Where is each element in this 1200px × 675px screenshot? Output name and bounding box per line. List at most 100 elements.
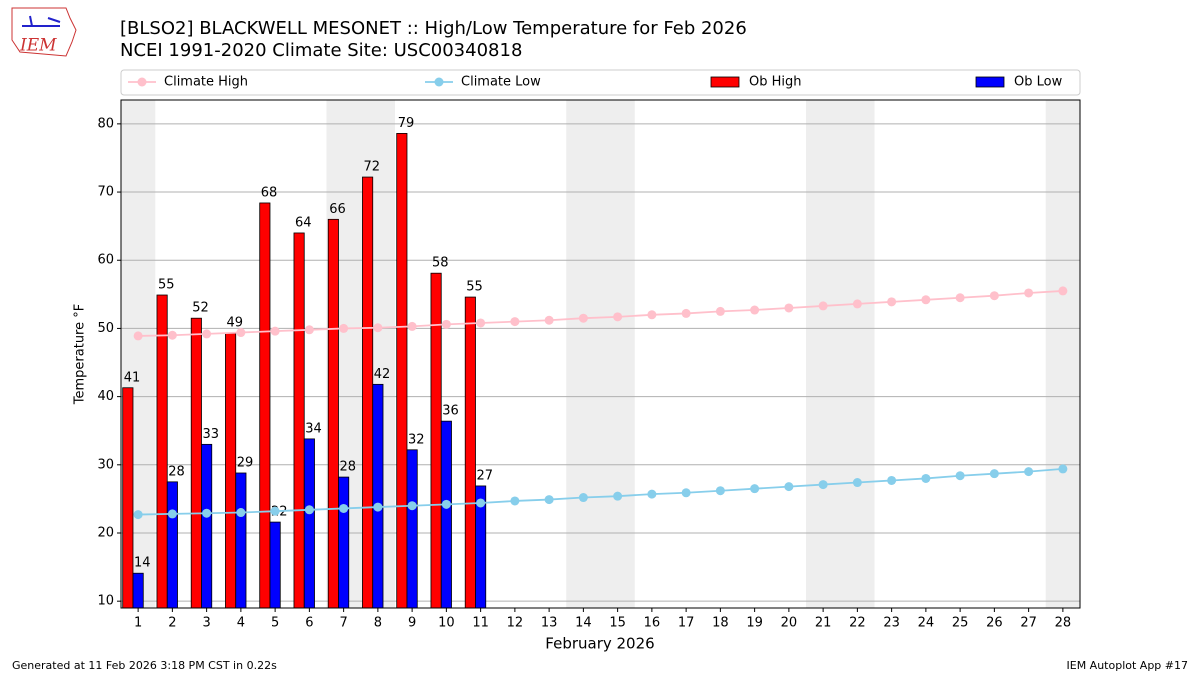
bar bbox=[440, 420, 452, 609]
x-tick-label: 3 bbox=[202, 616, 210, 631]
point bbox=[750, 305, 760, 315]
point bbox=[339, 503, 349, 513]
point bbox=[647, 310, 657, 320]
legend-marker bbox=[434, 77, 444, 87]
point bbox=[510, 496, 520, 506]
point bbox=[784, 303, 794, 313]
x-tick-label: 14 bbox=[575, 616, 592, 631]
bar bbox=[430, 272, 442, 609]
x-axis-label: February 2026 bbox=[545, 635, 654, 653]
data-label: 64 bbox=[295, 215, 312, 230]
point bbox=[544, 495, 554, 505]
point bbox=[887, 475, 897, 485]
bar bbox=[338, 476, 350, 609]
point bbox=[167, 509, 177, 519]
x-tick-label: 28 bbox=[1055, 616, 1072, 631]
y-tick-label: 80 bbox=[97, 116, 114, 131]
point bbox=[578, 493, 588, 503]
point bbox=[407, 321, 417, 331]
point bbox=[681, 488, 691, 498]
chart-title: [BLSO2] BLACKWELL MESONET :: High/Low Te… bbox=[120, 18, 747, 39]
point bbox=[167, 330, 177, 340]
data-label: 72 bbox=[363, 160, 380, 175]
point bbox=[510, 317, 520, 327]
point bbox=[921, 295, 931, 305]
logo-text: IEM bbox=[19, 36, 57, 56]
footer-left: Generated at 11 Feb 2026 3:18 PM CST in … bbox=[12, 659, 277, 672]
y-axis-label: Temperature °F bbox=[73, 304, 88, 405]
line bbox=[138, 467, 1063, 516]
weekend-band bbox=[1045, 100, 1080, 608]
bar bbox=[132, 572, 144, 609]
y-tick-label: 30 bbox=[97, 457, 114, 472]
x-tick-label: 4 bbox=[237, 616, 245, 631]
legend-label: Climate Low bbox=[461, 75, 541, 90]
data-label: 42 bbox=[374, 367, 391, 382]
point bbox=[441, 319, 451, 329]
footer-right: IEM Autoplot App #17 bbox=[1067, 659, 1189, 672]
x-tick-label: 9 bbox=[408, 616, 416, 631]
legend-marker bbox=[137, 77, 147, 87]
data-label: 33 bbox=[202, 427, 219, 442]
bar bbox=[201, 443, 213, 609]
x-tick-label: 21 bbox=[815, 616, 832, 631]
point bbox=[1058, 464, 1068, 474]
point bbox=[921, 473, 931, 483]
plot-area: 4155524968646672795855142833292234284232… bbox=[121, 100, 1080, 609]
bar bbox=[293, 232, 305, 609]
point bbox=[955, 293, 965, 303]
point bbox=[476, 318, 486, 328]
point bbox=[270, 506, 280, 516]
bar bbox=[225, 332, 237, 609]
chart-subtitle: NCEI 1991-2020 Climate Site: USC00340818 bbox=[120, 40, 522, 61]
point bbox=[373, 502, 383, 512]
x-tick-label: 8 bbox=[374, 616, 382, 631]
point bbox=[202, 329, 212, 339]
data-label: 29 bbox=[237, 455, 254, 470]
x-tick-label: 25 bbox=[952, 616, 969, 631]
y-tick-label: 40 bbox=[97, 389, 114, 404]
legend-label: Climate High bbox=[164, 75, 248, 90]
point bbox=[750, 484, 760, 494]
legend-label: Ob Low bbox=[1014, 75, 1063, 90]
point bbox=[441, 499, 451, 509]
data-label: 68 bbox=[261, 185, 278, 200]
point bbox=[133, 510, 143, 520]
bar bbox=[303, 438, 315, 609]
point bbox=[715, 486, 725, 496]
point bbox=[989, 291, 999, 301]
logo-icon bbox=[22, 15, 61, 27]
data-label: 58 bbox=[432, 256, 449, 271]
point bbox=[133, 331, 143, 341]
point bbox=[407, 501, 417, 511]
legend-swatch bbox=[975, 76, 1005, 88]
bar bbox=[396, 133, 408, 609]
x-tick-label: 1 bbox=[134, 616, 142, 631]
bar bbox=[166, 481, 178, 609]
plot-frame bbox=[120, 99, 1081, 609]
line bbox=[138, 290, 1063, 337]
point bbox=[715, 306, 725, 316]
x-tick-label: 27 bbox=[1020, 616, 1037, 631]
x-tick-label: 19 bbox=[746, 616, 763, 631]
y-tick-label: 20 bbox=[97, 525, 114, 540]
point bbox=[887, 297, 897, 307]
point bbox=[476, 498, 486, 508]
point bbox=[818, 301, 828, 311]
data-label: 41 bbox=[124, 370, 141, 385]
legend bbox=[120, 69, 1081, 96]
data-label: 14 bbox=[134, 556, 151, 571]
point bbox=[202, 508, 212, 518]
y-tick-label: 60 bbox=[97, 253, 114, 268]
x-tick-label: 5 bbox=[271, 616, 279, 631]
point bbox=[304, 325, 314, 335]
point bbox=[544, 315, 554, 325]
data-label: 55 bbox=[466, 280, 483, 295]
data-label: 32 bbox=[408, 432, 425, 447]
point bbox=[784, 482, 794, 492]
y-tick-label: 70 bbox=[97, 185, 114, 200]
x-tick-label: 2 bbox=[168, 616, 176, 631]
data-label: 28 bbox=[339, 460, 356, 475]
bar bbox=[259, 202, 271, 609]
point bbox=[818, 480, 828, 490]
